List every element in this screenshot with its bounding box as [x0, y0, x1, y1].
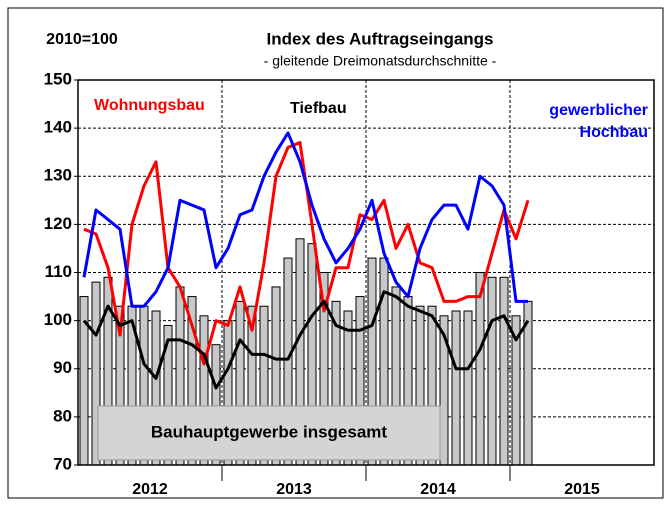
bar: [487, 276, 497, 466]
bar-label-box: [97, 405, 441, 461]
bar: [463, 310, 473, 466]
year-label: 2013: [276, 481, 312, 498]
base-note: 2010=100: [46, 31, 118, 48]
plot: 70 80 90 100 110 120 130 140 150 2012 2013 2014 2015…: [44, 69, 655, 498]
legend-tiefbau: Tiefbau: [290, 100, 347, 117]
y-tick-label: 150: [44, 69, 72, 88]
bar: [451, 310, 461, 466]
y-tick-label: 120: [44, 214, 72, 233]
y-tick-label: 130: [44, 166, 72, 185]
bar: [499, 276, 509, 466]
line-3: [82, 131, 528, 308]
bar-series-label: Bauhauptgewerbe insgesamt: [151, 422, 388, 441]
chart-title: Index des Auftragseingangs: [266, 29, 493, 48]
y-tick-label: 110: [45, 262, 72, 281]
plot-frame: [77, 79, 655, 466]
y-tick-label: 80: [53, 406, 72, 425]
y-tick-label: 100: [44, 310, 72, 329]
legend-wohnungsbau: Wohnungsbau: [94, 97, 205, 114]
year-label: 2012: [132, 481, 168, 498]
legend-hochbau: gewerblicher Hochbau: [549, 102, 648, 141]
line-2: [82, 290, 530, 390]
bar: [475, 272, 485, 466]
year-label: 2015: [564, 481, 600, 498]
y-tick-label: 70: [53, 454, 72, 473]
y-tick-label: 90: [53, 358, 72, 377]
year-label: 2014: [420, 481, 456, 498]
y-tick-label: 140: [44, 118, 72, 137]
chart-subtitle: - gleitende Dreimonatsdurchschnitte -: [264, 53, 497, 69]
